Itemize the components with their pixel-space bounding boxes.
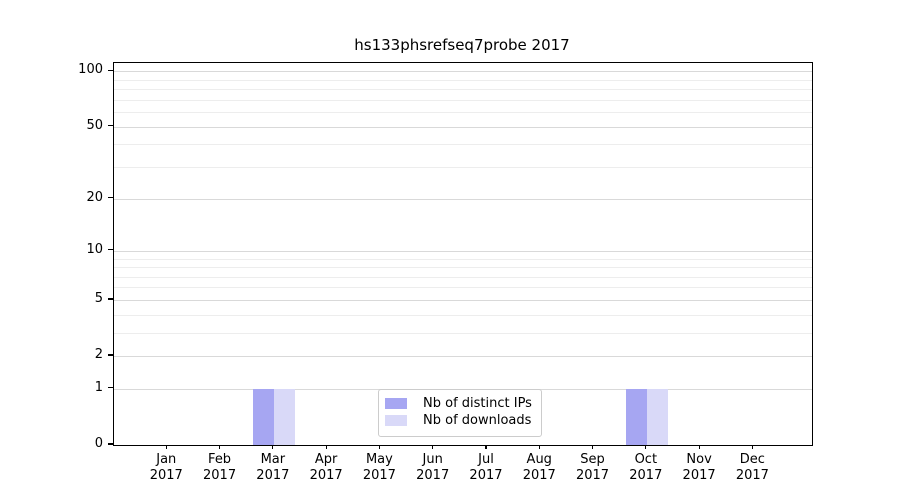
- x-tick-label: Apr 2017: [309, 452, 343, 483]
- y-gridline-major: [114, 356, 812, 358]
- y-tick-label: 0: [94, 436, 103, 451]
- y-tick-mark: [108, 196, 113, 199]
- y-tick-label: 2: [94, 347, 103, 363]
- plot-area: [113, 62, 813, 446]
- y-gridline-major: [114, 198, 812, 200]
- x-tick-label: May 2017: [362, 452, 396, 483]
- y-tick-label: 20: [86, 189, 103, 205]
- y-gridline-minor: [114, 332, 812, 334]
- x-tick-mark: [591, 445, 594, 449]
- y-gridline-minor: [114, 267, 812, 269]
- y-gridline-minor: [114, 287, 812, 289]
- y-gridline-minor: [114, 144, 812, 146]
- x-tick-mark: [378, 445, 380, 449]
- y-tick-label: 50: [86, 117, 103, 133]
- x-tick-mark: [165, 445, 167, 449]
- bar-distinct-ips-mar: [252, 388, 274, 445]
- x-tick-mark: [218, 445, 221, 449]
- y-tick-mark: [108, 125, 113, 127]
- legend-swatch-downloads: [385, 415, 407, 426]
- x-tick-label: Oct 2017: [629, 452, 663, 483]
- y-gridline-minor: [114, 314, 812, 316]
- y-tick-label: 10: [86, 241, 103, 257]
- y-tick-label: 100: [78, 62, 103, 78]
- x-tick-label: Jun 2017: [416, 452, 450, 483]
- x-tick-label: Sep 2017: [575, 452, 610, 483]
- legend-label-downloads: Nb of downloads: [423, 413, 532, 428]
- x-tick-label: Feb 2017: [203, 452, 237, 483]
- bar-downloads-oct: [646, 388, 668, 445]
- legend-item-distinct-ips: Nb of distinct IPs: [379, 395, 541, 412]
- y-gridline-major: [114, 71, 812, 73]
- y-tick-mark: [108, 387, 113, 389]
- y-gridline-major: [114, 250, 812, 252]
- y-gridline-minor: [114, 276, 812, 278]
- y-tick-label: 5: [94, 290, 103, 306]
- y-tick-mark: [108, 443, 113, 445]
- x-tick-label: Jul 2017: [469, 452, 503, 483]
- y-tick-mark: [108, 354, 113, 356]
- y-gridline-minor: [114, 99, 812, 101]
- x-tick-mark: [432, 445, 434, 449]
- y-tick-label: 1: [94, 379, 103, 395]
- legend: Nb of distinct IPs Nb of downloads: [378, 389, 542, 437]
- x-tick-mark: [645, 445, 647, 449]
- bar-downloads-mar: [273, 388, 295, 445]
- x-tick-mark: [485, 445, 487, 449]
- y-gridline-minor: [114, 112, 812, 114]
- x-tick-mark: [325, 445, 327, 449]
- y-tick-mark: [108, 69, 113, 71]
- legend-swatch-distinct-ips: [385, 398, 407, 409]
- x-tick-mark: [751, 445, 753, 449]
- x-tick-mark: [272, 445, 274, 449]
- y-gridline-major: [114, 126, 812, 128]
- y-tick-mark: [108, 298, 113, 300]
- x-tick-label: Jan 2017: [149, 452, 183, 483]
- x-tick-label: Aug 2017: [522, 452, 556, 483]
- x-tick-mark: [538, 445, 540, 449]
- chart-title: hs133phsrefseq7probe 2017: [354, 36, 570, 54]
- y-gridline-major: [114, 299, 812, 301]
- legend-label-distinct-ips: Nb of distinct IPs: [423, 396, 532, 411]
- y-gridline-minor: [114, 89, 812, 91]
- legend-item-downloads: Nb of downloads: [379, 412, 541, 429]
- bar-distinct-ips-oct: [625, 388, 647, 445]
- y-gridline-minor: [114, 166, 812, 168]
- y-gridline-minor: [114, 258, 812, 260]
- y-gridline-minor: [114, 79, 812, 81]
- x-tick-mark: [698, 445, 700, 449]
- y-tick-mark: [108, 249, 113, 251]
- x-tick-label: Dec 2017: [735, 452, 769, 483]
- x-tick-label: Mar 2017: [256, 452, 290, 483]
- x-tick-label: Nov 2017: [682, 452, 716, 483]
